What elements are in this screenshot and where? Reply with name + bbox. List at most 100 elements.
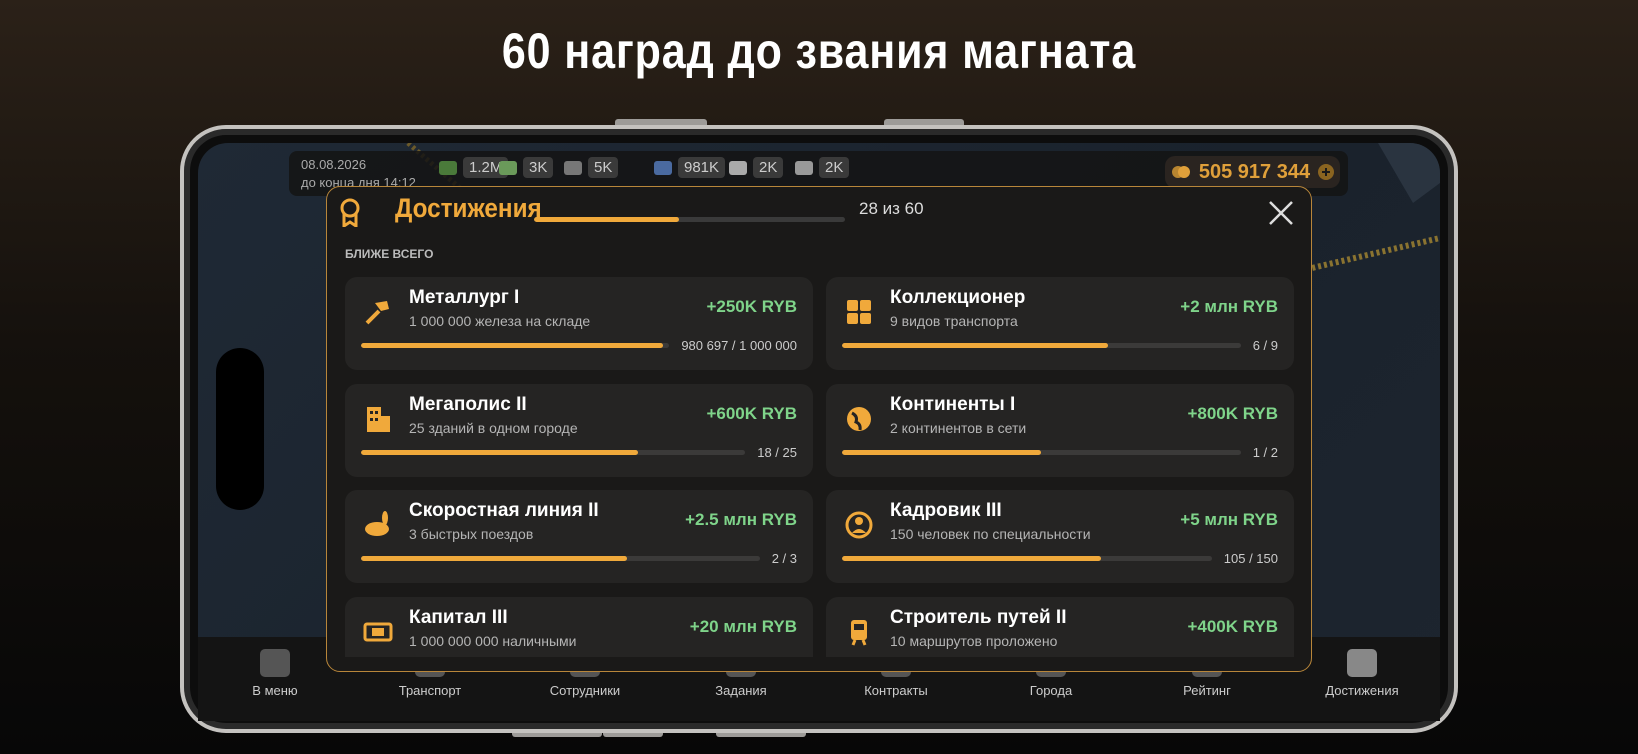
balance-value: 505 917 344 <box>1198 160 1311 183</box>
achievement-reward: +2.5 млн RYB <box>685 510 797 529</box>
achievement-card[interactable]: Строитель путей II 10 маршрутов проложено… <box>826 596 1294 657</box>
achievement-description: 1 000 000 железа на складе <box>409 313 591 329</box>
resource: 1.2MЖЕЛЕЗО <box>439 157 509 196</box>
resource-value: 2K <box>753 157 784 178</box>
achievement-reward: +250K RYB <box>706 297 797 316</box>
progress-row: 6 / 9 <box>842 338 1278 353</box>
progress-fill <box>361 556 627 561</box>
achievement-reward: +20 млн RYB <box>689 616 797 636</box>
nav-label: Рейтинг <box>1183 683 1231 698</box>
achievement-icon <box>363 622 393 641</box>
achievement-reward: +400K RYB <box>1187 616 1278 636</box>
resource: 2KСЦЕПКИ <box>729 157 786 196</box>
resource-icon <box>439 160 457 175</box>
achievement-description: 9 видов транспорта <box>890 313 1018 329</box>
achievement-reward: +600K RYB <box>706 403 797 423</box>
nav-label: В меню <box>252 683 298 698</box>
achievement-icon <box>365 301 389 325</box>
headline: 60 наград до звания магната <box>501 23 1137 79</box>
progress-row: 980 697 / 1 000 000 <box>361 338 797 353</box>
achievement-card[interactable]: Металлург I 1 000 000 железа на складе +25… <box>345 277 813 370</box>
total-progress-fill <box>534 217 680 222</box>
achievements-modal: Достижения 28 из 60 БЛИЖЕ ВСЕГО Металлур… <box>326 186 1312 672</box>
achievement-description: 1 000 000 000 наличными <box>409 632 577 649</box>
nav-label: Контракты <box>864 683 928 698</box>
progress-row: 2 / 3 <box>361 551 797 566</box>
resource-value: 3K <box>523 157 554 178</box>
nav-icon <box>1347 649 1377 677</box>
progress-fill <box>842 343 1108 348</box>
progress-label: 105 / 150 <box>1223 551 1278 566</box>
date: 08.08.2026 <box>301 157 367 172</box>
achievement-card[interactable]: Континенты I 2 континентов в сети +800K RY… <box>826 383 1294 477</box>
award-icon <box>340 198 360 227</box>
nav-label: Достижения <box>1325 683 1399 698</box>
achievement-description: 10 маршрутов проложено <box>890 632 1058 649</box>
progress-row: 18 / 25 <box>361 445 797 460</box>
resource: 2KРЕЛЬСЫ <box>795 157 853 196</box>
phone-button <box>603 731 663 737</box>
achievement-icon <box>845 511 873 539</box>
nav-label: Задания <box>715 683 767 698</box>
progress-label: 2 / 3 <box>771 551 797 566</box>
progress-row: 105 / 150 <box>842 551 1278 566</box>
achievement-reward: +2 млн RYB <box>1180 297 1278 316</box>
coin-icon <box>1171 166 1190 178</box>
add-icon <box>1318 164 1335 180</box>
achievement-title: Континенты I <box>890 393 1016 415</box>
nav-icon <box>260 649 290 677</box>
nav-label: Города <box>1029 683 1073 698</box>
section-label: БЛИЖЕ ВСЕГО <box>345 247 434 261</box>
resource-value: 2K <box>819 157 850 178</box>
phone-button <box>716 731 806 737</box>
progress-label: 980 697 / 1 000 000 <box>681 338 797 353</box>
resource-icon <box>654 160 672 175</box>
resource-icon <box>729 160 747 175</box>
achievement-title: Скоростная линия II <box>409 500 599 521</box>
achievement-card[interactable]: Мегаполис II 25 зданий в одном городе +600… <box>345 383 813 477</box>
progress-fill <box>842 449 1042 455</box>
balance[interactable]: 505 917 344 <box>1165 156 1340 188</box>
progress-label: 1 / 2 <box>1252 444 1278 460</box>
achievement-reward: +5 млн RYB <box>1180 510 1278 529</box>
achievement-title: Капитал III <box>409 606 508 628</box>
achievement-list: Металлург I 1 000 000 железа на складе +25… <box>345 277 1295 657</box>
achievement-card[interactable]: Капитал III 1 000 000 000 наличными +20 мл… <box>345 596 813 657</box>
progress-fill <box>842 556 1101 561</box>
achievement-icon <box>365 511 389 536</box>
progress-label: 6 / 9 <box>1252 338 1278 353</box>
progress-row: 1 / 2 <box>842 445 1278 460</box>
achievement-icon <box>367 406 390 432</box>
phone-button <box>615 119 707 125</box>
progress-track <box>842 343 1241 348</box>
achievement-description: 25 зданий в одном городе <box>409 419 578 436</box>
close-button[interactable] <box>1265 197 1297 229</box>
resource-icon <box>499 160 517 175</box>
resource-icon <box>795 160 813 175</box>
progress-fill <box>361 449 638 455</box>
achievement-description: 3 быстрых поездов <box>409 526 534 542</box>
achievement-card[interactable]: Коллекционер 9 видов транспорта +2 млн RYB… <box>826 277 1294 370</box>
progress-label: 18 / 25 <box>757 444 797 460</box>
achievement-title: Коллекционер <box>890 287 1026 308</box>
achievement-title: Металлург I <box>409 287 520 308</box>
resource-value: 5K <box>588 157 619 178</box>
total-progress-track <box>534 217 845 222</box>
achievement-title: Строитель путей II <box>890 606 1067 628</box>
achievement-card[interactable]: Кадровик III 150 человек по специальности… <box>826 490 1294 583</box>
achievement-icon <box>851 619 867 646</box>
resource-icon <box>564 160 582 175</box>
progress-track <box>842 449 1241 455</box>
modal-title: Достижения <box>395 193 542 223</box>
achievement-title: Кадровик III <box>890 500 1002 521</box>
resource: 5KШПАЛЫ <box>564 157 619 196</box>
achievement-description: 2 континентов в сети <box>890 419 1027 436</box>
achievement-icon <box>847 300 871 324</box>
achievement-card[interactable]: Скоростная линия II 3 быстрых поездов +2.5… <box>345 490 813 583</box>
resource: 981KЖЕЛЕЗО <box>654 157 726 196</box>
achievement-reward: +800K RYB <box>1187 403 1278 423</box>
nav-item[interactable]: В меню <box>215 649 335 698</box>
nav-item[interactable]: Достижения <box>1302 649 1422 698</box>
progress-track <box>361 556 760 561</box>
total-progress-label: 28 из 60 <box>859 199 924 218</box>
